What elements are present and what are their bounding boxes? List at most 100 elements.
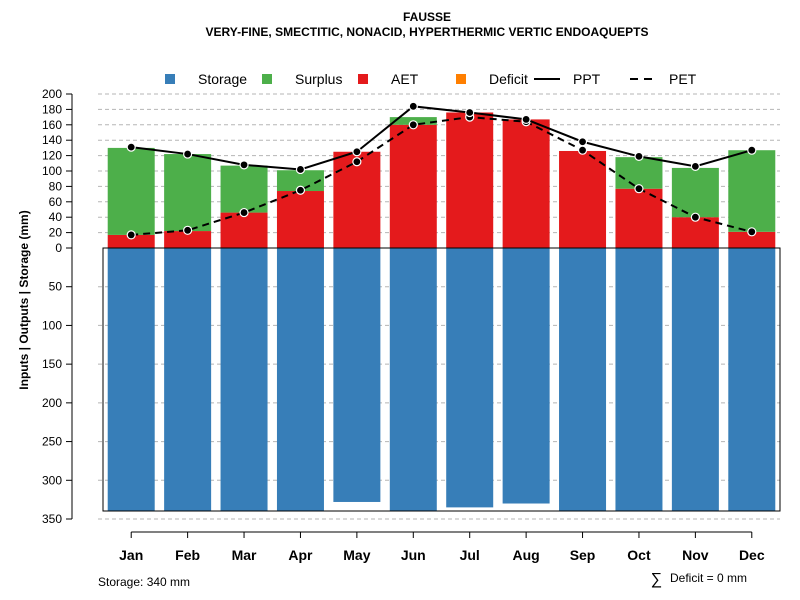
legend-pet-label: PET [669, 71, 697, 87]
surplus-bar-apr [276, 170, 324, 192]
y-tick-label-160: 160 [42, 118, 62, 132]
surplus-bar-dec [728, 150, 776, 232]
pet-point-may [352, 157, 362, 167]
y-tick-label-60: 60 [49, 195, 63, 209]
y-tick-label-down-250: 250 [42, 435, 62, 449]
aet-bar-jan [107, 234, 155, 248]
y-tick-label-down-100: 100 [42, 318, 62, 332]
pet-point-mar [239, 207, 249, 218]
pet-point-dec [747, 227, 757, 237]
pet-point-jan [126, 230, 136, 240]
legend-deficit-label: Deficit [489, 71, 528, 87]
y-tick-label-140: 140 [42, 133, 62, 147]
y-tick-label-20: 20 [49, 226, 63, 240]
pet-point-feb [183, 225, 193, 235]
pet-point-sep [577, 145, 588, 155]
bars [107, 112, 776, 512]
x-tick-label-jun: Jun [401, 547, 426, 563]
pet-point-oct [634, 184, 644, 194]
ppt-point-mar [239, 160, 249, 170]
storage-bar-feb [164, 248, 212, 512]
x-tick-label-jul: Jul [460, 547, 480, 563]
y-tick-label-200: 200 [42, 87, 62, 101]
ppt-point-jan [126, 142, 136, 152]
legend-storage-swatch [165, 74, 175, 84]
surplus-bar-mar [220, 165, 268, 213]
sum-symbol: ∑ [651, 571, 662, 588]
gridlines [98, 93, 780, 520]
y-tick-label-0: 0 [55, 241, 62, 255]
ppt-point-nov [690, 161, 700, 171]
ppt-point-aug [521, 114, 531, 125]
storage-bar-oct [615, 248, 663, 512]
storage-note: Storage: 340 mm [98, 575, 190, 589]
legend-aet-label: AET [391, 71, 419, 87]
x-tick-label-aug: Aug [513, 547, 540, 563]
y-tick-label-40: 40 [49, 210, 63, 224]
storage-bar-may [333, 248, 381, 502]
pet-point-nov [690, 212, 700, 222]
y-tick-label-down-200: 200 [42, 396, 62, 410]
x-tick-label-feb: Feb [175, 547, 200, 563]
ppt-point-may [352, 147, 362, 157]
aet-bar-dec [728, 231, 776, 248]
aet-bar-sep [559, 150, 607, 248]
x-tick-label-oct: Oct [627, 547, 651, 563]
y-tick-label-down-150: 150 [42, 357, 62, 371]
aet-bar-may [333, 151, 381, 248]
legend-ppt-label: PPT [573, 71, 601, 87]
storage-bar-mar [220, 248, 268, 512]
storage-bar-jun [389, 248, 437, 512]
legend-deficit-swatch [456, 74, 466, 84]
surplus-bar-feb [164, 154, 212, 232]
y-tick-label-120: 120 [42, 149, 62, 163]
x-tick-label-may: May [343, 547, 370, 563]
aet-bar-nov [671, 217, 719, 248]
pet-point-jun [408, 120, 418, 130]
storage-bar-aug [502, 248, 550, 504]
y-tick-label-down-300: 300 [42, 473, 62, 487]
storage-bar-apr [276, 248, 324, 512]
y-tick-label-down-50: 50 [49, 280, 63, 294]
x-tick-label-nov: Nov [682, 547, 709, 563]
pet-point-apr [295, 185, 306, 195]
surplus-bar-jan [107, 147, 155, 235]
ppt-point-sep [577, 137, 588, 147]
storage-bar-dec [728, 248, 776, 512]
aet-bar-oct [615, 188, 663, 248]
aet-bar-feb [164, 231, 212, 248]
legend-surplus-label: Surplus [295, 71, 342, 87]
y-tick-label-down-350: 350 [42, 512, 62, 526]
surplus-bar-nov [671, 167, 719, 218]
series-lines [126, 101, 757, 240]
x-tick-label-sep: Sep [570, 547, 596, 563]
axes: 0204060801001201401601802005010015020025… [42, 87, 781, 563]
surplus-bar-oct [615, 157, 663, 189]
ppt-point-jun [408, 101, 418, 111]
chart-subtitle: VERY-FINE, SMECTITIC, NONACID, HYPERTHER… [206, 25, 649, 39]
ppt-point-jul [465, 107, 475, 118]
chart-title: FAUSSE [403, 10, 451, 24]
storage-bar-nov [671, 248, 719, 512]
x-tick-label-mar: Mar [232, 547, 257, 563]
storage-bar-sep [559, 248, 607, 512]
aet-bar-apr [276, 191, 324, 248]
aet-bar-aug [502, 119, 550, 248]
ppt-point-dec [747, 145, 757, 155]
ppt-point-oct [634, 151, 644, 161]
y-tick-label-80: 80 [49, 179, 63, 193]
y-axis-label: Inputs | Outputs | Storage (mm) [17, 210, 31, 389]
storage-bar-jul [446, 248, 494, 508]
legend-storage-label: Storage [198, 71, 247, 87]
lower-frame [102, 247, 781, 512]
aet-bar-jun [389, 124, 437, 248]
ppt-line [131, 105, 753, 171]
legend-aet-swatch [358, 74, 368, 84]
storage-bar-jan [107, 248, 155, 512]
ppt-point-apr [295, 164, 306, 175]
x-tick-label-dec: Dec [739, 547, 765, 563]
x-tick-label-apr: Apr [288, 547, 313, 563]
y-tick-label-100: 100 [42, 164, 62, 178]
legend: Storage Surplus AET Deficit PPT PET [165, 71, 697, 87]
